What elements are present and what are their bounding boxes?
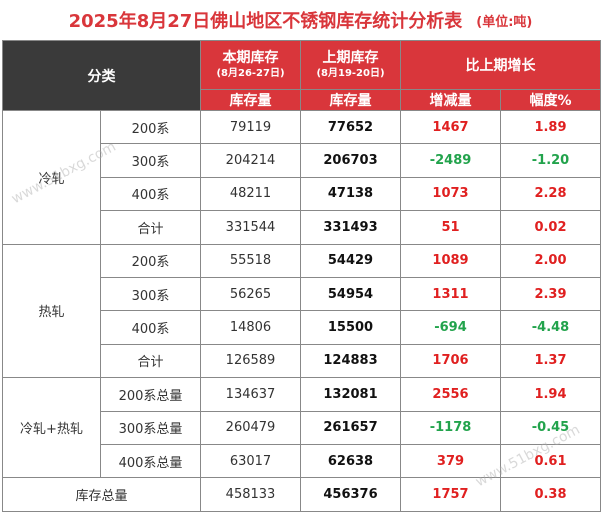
previous-stock-cell: 77652 <box>300 109 401 145</box>
pct-cell: -1.20 <box>500 143 601 178</box>
current-stock-cell: 55518 <box>200 243 301 278</box>
subcategory-cell: 200系 <box>100 243 201 278</box>
category-cell: 冷轧 <box>2 110 101 245</box>
header-stock-current: 库存量 <box>200 89 301 111</box>
total-row: 库存总量 458133 456376 1757 0.38 <box>2 477 601 512</box>
pct-cell: 0.61 <box>500 443 601 479</box>
pct-cell: 2.39 <box>500 276 601 312</box>
table-row: 300系 56265 54954 1311 2.39 <box>3 276 601 312</box>
header-stock-previous: 库存量 <box>300 89 401 111</box>
subcategory-cell: 400系 <box>100 310 201 345</box>
header-previous-title: 上期库存 <box>322 50 379 66</box>
table-row: 冷轧 200系 79119 77652 1467 1.89 <box>2 109 601 245</box>
change-cell: 2556 <box>400 377 501 412</box>
pct-cell: 2.28 <box>500 176 601 212</box>
current-stock-cell: 204214 <box>200 143 301 178</box>
header-change: 增减量 <box>400 89 501 111</box>
table-row: 冷轧+热轧 200系总量 134637 132081 2556 1.94 <box>2 377 601 479</box>
report-title: 2025年8月27日佛山地区不锈钢库存统计分析表 <box>68 11 463 32</box>
unit-label: (单位:吨) <box>476 14 533 30</box>
header-pct: 幅度% <box>500 89 601 111</box>
subcategory-cell: 400系总量 <box>100 443 201 479</box>
inventory-table: 分类 本期库存 (8月26-27日) 上期库存 (8月19-20日) 比上期增长… <box>2 40 601 512</box>
header-category: 分类 <box>2 40 201 111</box>
current-stock-cell: 14806 <box>200 310 301 345</box>
pct-cell: -0.45 <box>500 410 601 445</box>
current-stock-cell: 260479 <box>200 410 301 445</box>
change-cell: 1706 <box>400 343 501 379</box>
table-row: 400系 14806 15500 -694 -4.48 <box>3 310 601 345</box>
subcategory-cell: 200系 <box>100 109 201 145</box>
report-title-bar: 2025年8月27日佛山地区不锈钢库存统计分析表 (单位:吨) <box>0 0 601 40</box>
previous-stock-cell: 206703 <box>300 143 401 178</box>
total-pct-cell: 0.38 <box>500 477 601 512</box>
change-cell: 379 <box>400 443 501 479</box>
change-cell: 1311 <box>400 276 501 312</box>
subcategory-cell: 200系总量 <box>100 377 201 412</box>
change-cell: -1178 <box>400 410 501 445</box>
category-cell: 冷轧+热轧 <box>2 377 101 479</box>
current-stock-cell: 56265 <box>200 276 301 312</box>
previous-stock-cell: 331493 <box>300 210 401 245</box>
current-stock-cell: 79119 <box>200 109 301 145</box>
previous-stock-cell: 62638 <box>300 443 401 479</box>
subcategory-cell: 合计 <box>100 210 201 245</box>
pct-cell: -4.48 <box>500 310 601 345</box>
previous-stock-cell: 132081 <box>300 377 401 412</box>
table-row: 合计 331544 331493 51 0.02 <box>3 210 601 245</box>
previous-stock-cell: 47138 <box>300 176 401 212</box>
change-cell: 1073 <box>400 176 501 212</box>
current-stock-cell: 134637 <box>200 377 301 412</box>
pct-cell: 1.94 <box>500 377 601 412</box>
change-cell: -2489 <box>400 143 501 178</box>
total-previous-cell: 456376 <box>300 477 401 512</box>
previous-stock-cell: 15500 <box>300 310 401 345</box>
header-current-title: 本期库存 <box>222 50 279 66</box>
pct-cell: 1.37 <box>500 343 601 379</box>
table-row: 合计 126589 124883 1706 1.37 <box>3 343 601 379</box>
previous-stock-cell: 261657 <box>300 410 401 445</box>
change-cell: 1089 <box>400 243 501 278</box>
table-row: 400系 48211 47138 1073 2.28 <box>3 176 601 212</box>
current-stock-cell: 331544 <box>200 210 301 245</box>
change-cell: 51 <box>400 210 501 245</box>
change-cell: -694 <box>400 310 501 345</box>
table-row: 热轧 200系 55518 54429 1089 2.00 <box>2 243 601 379</box>
table-row: 300系 204214 206703 -2489 -1.20 <box>3 143 601 178</box>
header-previous: 上期库存 (8月19-20日) <box>300 40 401 90</box>
total-current-cell: 458133 <box>200 477 301 512</box>
change-cell: 1467 <box>400 109 501 145</box>
header-current: 本期库存 (8月26-27日) <box>200 40 301 90</box>
pct-cell: 1.89 <box>500 109 601 145</box>
subcategory-cell: 合计 <box>100 343 201 379</box>
pct-cell: 0.02 <box>500 210 601 245</box>
subcategory-cell: 400系 <box>100 176 201 212</box>
total-label-cell: 库存总量 <box>2 477 201 512</box>
previous-stock-cell: 124883 <box>300 343 401 379</box>
pct-cell: 2.00 <box>500 243 601 278</box>
subcategory-cell: 300系总量 <box>100 410 201 445</box>
category-cell: 热轧 <box>2 243 101 379</box>
total-change-cell: 1757 <box>400 477 501 512</box>
previous-stock-cell: 54429 <box>300 243 401 278</box>
subcategory-cell: 300系 <box>100 143 201 178</box>
current-stock-cell: 48211 <box>200 176 301 212</box>
previous-stock-cell: 54954 <box>300 276 401 312</box>
subcategory-cell: 300系 <box>100 276 201 312</box>
header-current-range: (8月26-27日) <box>216 68 285 79</box>
header-previous-range: (8月19-20日) <box>316 68 385 79</box>
current-stock-cell: 126589 <box>200 343 301 379</box>
current-stock-cell: 63017 <box>200 443 301 479</box>
header-growth: 比上期增长 <box>400 40 601 90</box>
